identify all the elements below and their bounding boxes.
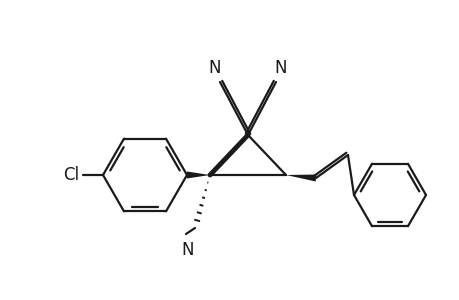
Polygon shape (285, 175, 316, 182)
Text: N: N (208, 59, 221, 77)
Text: N: N (274, 59, 286, 77)
Text: N: N (181, 241, 194, 259)
Text: Cl: Cl (63, 166, 79, 184)
Polygon shape (187, 172, 210, 178)
